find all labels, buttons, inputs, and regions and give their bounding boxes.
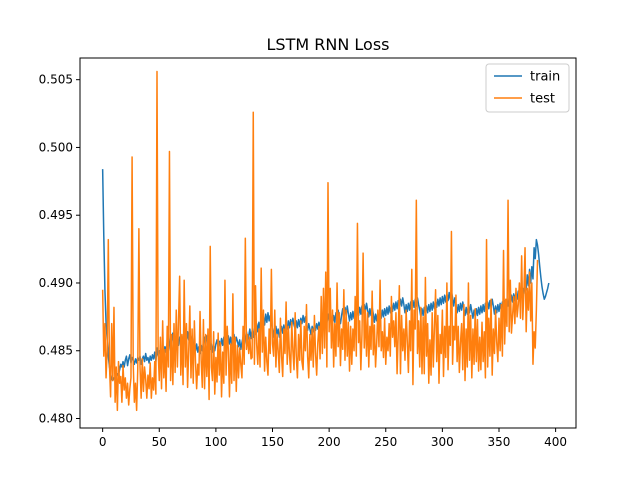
x-tick-label: 400 — [544, 435, 567, 449]
x-tick-label: 0 — [99, 435, 107, 449]
x-tick-label: 300 — [431, 435, 454, 449]
y-tick-label: 0.485 — [39, 344, 73, 358]
legend-label-test: test — [530, 92, 555, 107]
x-tick-label: 100 — [204, 435, 227, 449]
legend-label-train: train — [530, 70, 560, 85]
y-tick-label: 0.505 — [39, 73, 73, 87]
x-tick-label: 350 — [488, 435, 511, 449]
plot-lines — [101, 70, 550, 412]
x-tick-label: 50 — [152, 435, 167, 449]
plot-area-frame — [79, 57, 577, 429]
y-tick-label: 0.480 — [39, 412, 73, 426]
y-tick-label: 0.500 — [39, 140, 73, 154]
y-tick-label: 0.490 — [39, 276, 73, 290]
chart-title: LSTM RNN Loss — [267, 35, 390, 54]
y-tick-label: 0.495 — [39, 208, 73, 222]
y-axis: 0.480 0.485 0.490 0.495 0.500 0.505 — [39, 73, 80, 426]
legend: train test — [485, 63, 570, 113]
x-axis: 0 50 100 150 200 250 300 350 400 — [99, 428, 567, 449]
x-tick-label: 250 — [374, 435, 397, 449]
series-line-test — [101, 70, 539, 412]
x-tick-label: 150 — [261, 435, 284, 449]
x-tick-label: 200 — [318, 435, 341, 449]
